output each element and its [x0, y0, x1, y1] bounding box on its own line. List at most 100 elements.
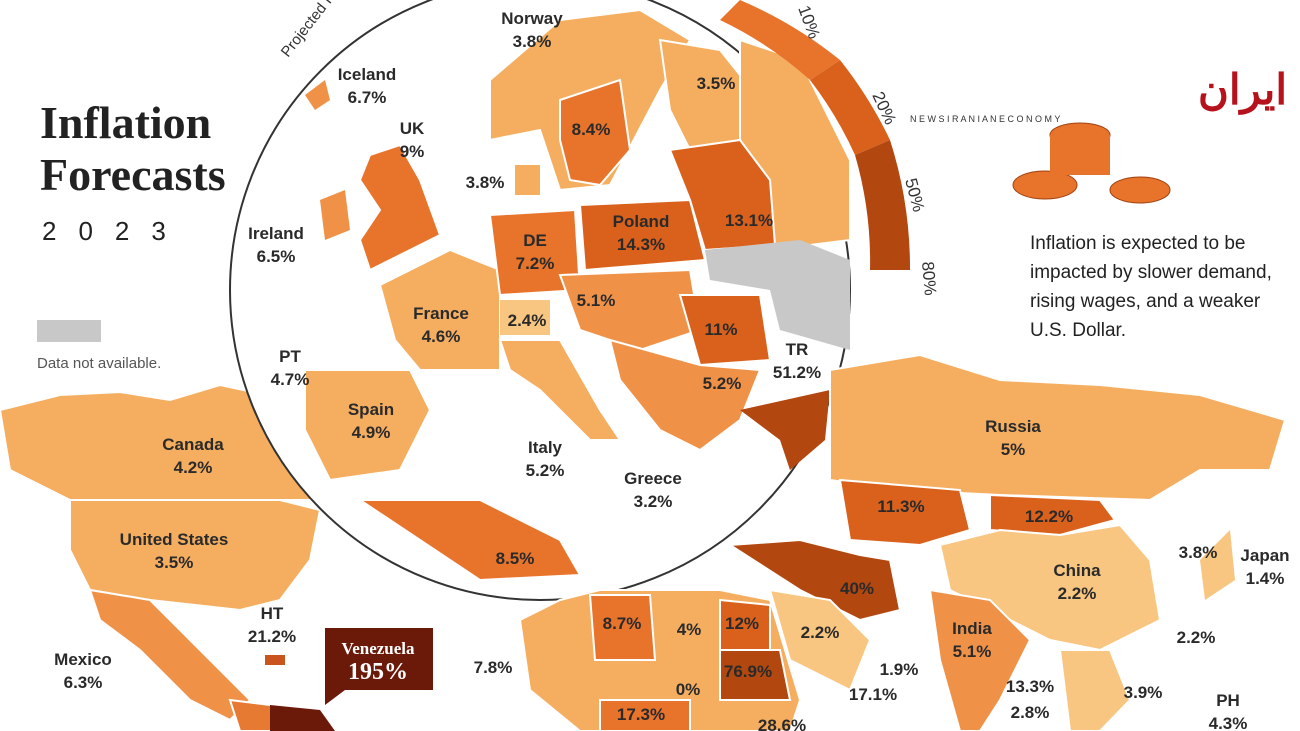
- country-value: 13.1%: [725, 211, 773, 230]
- country-label: PT 4.7%: [271, 347, 310, 389]
- country-value: 8.4%: [572, 120, 611, 139]
- country-value: 4.7%: [271, 370, 310, 389]
- annotation-line: U.S. Dollar.: [1030, 320, 1126, 341]
- country-value: 51.2%: [773, 363, 821, 382]
- country-value: 2.2%: [1177, 628, 1216, 647]
- arabia: [768, 588, 872, 692]
- country-name: TR: [786, 340, 809, 359]
- country-label: 12%: [725, 614, 759, 633]
- country-value: 3.8%: [466, 173, 505, 192]
- country-value: 4.9%: [352, 423, 391, 442]
- country-value: 3.2%: [634, 492, 673, 511]
- country-label: 7.8%: [474, 658, 513, 677]
- country-label: 1.9%: [880, 660, 919, 679]
- country-name: Spain: [348, 400, 394, 419]
- country-value: 17.3%: [617, 705, 665, 724]
- country-value: 11%: [704, 320, 737, 339]
- country-value: 6.3%: [64, 673, 103, 692]
- country-label: 2.8%: [1011, 703, 1050, 722]
- country-name: Norway: [501, 9, 563, 28]
- callout-pointer: [325, 690, 345, 705]
- country-value: 11.3%: [877, 497, 924, 516]
- country-name: France: [413, 304, 469, 323]
- scale-arc: [720, 0, 911, 270]
- country-name: China: [1053, 561, 1101, 580]
- country-label: France 4.6%: [413, 304, 469, 346]
- country-value: 2.2%: [801, 623, 840, 642]
- country-label: 17.3%: [617, 705, 665, 724]
- country-label: 3.8%: [1179, 543, 1218, 562]
- country-label: Venezuela 195%: [341, 639, 415, 685]
- country-label: Japan 1.4%: [1240, 546, 1289, 588]
- country-value: 8.5%: [496, 549, 535, 568]
- arc-band-1: [720, 0, 840, 80]
- scale-tick: 80%: [918, 261, 940, 297]
- north-africa: [356, 499, 582, 582]
- annotation-line: Inflation is expected to be: [1030, 233, 1245, 254]
- title-line: Inflation: [40, 97, 211, 148]
- country-label: HT 21.2%: [248, 604, 296, 646]
- year: 2023: [42, 216, 188, 246]
- italy: [498, 339, 622, 441]
- russia: [829, 353, 1287, 502]
- country-label: China 2.2%: [1053, 561, 1101, 603]
- no-data-label: Data not available.: [37, 355, 161, 372]
- country-value: 5.1%: [953, 642, 992, 661]
- arc-band-2: [810, 60, 890, 155]
- country-value: 3.8%: [1179, 543, 1218, 562]
- india: [928, 588, 1032, 731]
- country-label: 76.9%: [724, 662, 772, 681]
- country-name: Venezuela: [341, 639, 415, 658]
- country-value: 28.6%: [758, 716, 806, 731]
- country-label: India 5.1%: [952, 619, 992, 661]
- country-name: Poland: [613, 212, 670, 231]
- country-value: 7.2%: [516, 254, 555, 273]
- country-value: 3.5%: [155, 553, 194, 572]
- country-label: Norway 3.8%: [501, 9, 563, 51]
- country-label: 40%: [840, 579, 874, 598]
- country-label: 8.7%: [603, 614, 642, 633]
- kazakhstan: [838, 478, 972, 547]
- country-value: 76.9%: [724, 662, 772, 681]
- country-value: 9%: [400, 142, 425, 161]
- country-label: 2.2%: [801, 623, 840, 642]
- country-label: PH 4.3%: [1209, 691, 1248, 731]
- country-label: Canada 4.2%: [162, 435, 224, 477]
- country-label: 11.3%: [877, 497, 924, 516]
- logo-name: اقتصاد ایران: [1198, 66, 1300, 115]
- country-label: Mexico 6.3%: [54, 650, 112, 692]
- country-value: 4.2%: [174, 458, 213, 477]
- country-value: 4.6%: [422, 327, 461, 346]
- country-label: 2.2%: [1177, 628, 1216, 647]
- country-name: Japan: [1240, 546, 1289, 565]
- ethiopia: [719, 649, 792, 701]
- country-label: 28.6%: [758, 716, 806, 731]
- france: [378, 248, 501, 371]
- annotation-line: impacted by slower demand,: [1030, 262, 1272, 283]
- country-value: 12%: [725, 614, 759, 633]
- mexico: [88, 588, 252, 722]
- country-value: 2.4%: [508, 311, 547, 330]
- balkans: [608, 338, 762, 452]
- country-name: Canada: [162, 435, 224, 454]
- ireland: [320, 190, 350, 240]
- country-label: Poland 14.3%: [613, 212, 670, 254]
- country-value: 2.8%: [1011, 703, 1050, 722]
- arc-caption: Projected I: [278, 0, 336, 60]
- title-line: Forecasts: [40, 149, 226, 200]
- country-label: 17.1%: [849, 685, 897, 704]
- country-name: HT: [261, 604, 284, 623]
- country-value: 5%: [1001, 440, 1026, 459]
- country-label: 8.4%: [572, 120, 611, 139]
- switzerland: [500, 300, 550, 335]
- country-label: Greece 3.2%: [624, 469, 682, 511]
- country-label: 13.3%: [1006, 677, 1054, 696]
- middle-east: [726, 538, 902, 622]
- country-value: 17.1%: [849, 685, 897, 704]
- arc-band-3: [855, 140, 911, 270]
- country-value: 5.2%: [526, 461, 565, 480]
- country-value: 14.3%: [617, 235, 665, 254]
- country-label: Italy 5.2%: [526, 438, 565, 480]
- country-value: 3.9%: [1124, 683, 1163, 702]
